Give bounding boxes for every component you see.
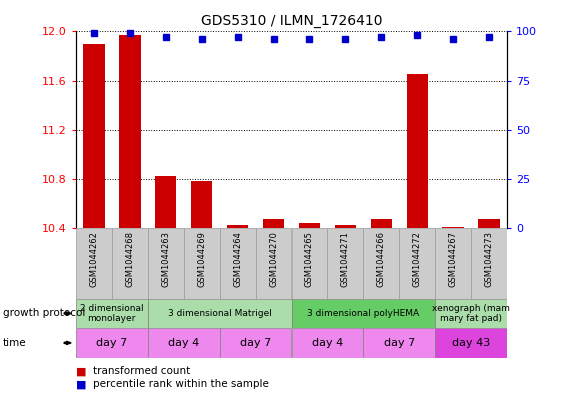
Bar (479, 219, 500, 228)
Text: 2 dimensional
monolayer: 2 dimensional monolayer (80, 304, 143, 323)
Bar (442, 227, 464, 228)
Text: GSM1044264: GSM1044264 (233, 231, 242, 287)
Bar (436, 299, 507, 328)
Bar (263, 219, 285, 228)
Bar (292, 328, 363, 358)
Bar (112, 228, 147, 299)
Bar (76, 328, 147, 358)
Text: time: time (3, 338, 27, 348)
Text: 3 dimensional Matrigel: 3 dimensional Matrigel (168, 309, 272, 318)
Text: GSM1044271: GSM1044271 (341, 231, 350, 287)
Bar (292, 299, 436, 328)
Text: percentile rank within the sample: percentile rank within the sample (93, 379, 269, 389)
Bar (147, 228, 184, 299)
Text: GSM1044266: GSM1044266 (377, 231, 386, 287)
Bar (399, 228, 436, 299)
Bar (83, 44, 104, 228)
Text: 3 dimensional polyHEMA: 3 dimensional polyHEMA (307, 309, 419, 318)
Text: GSM1044273: GSM1044273 (484, 231, 494, 287)
Bar (363, 328, 436, 358)
Bar (119, 35, 141, 228)
Text: GSM1044270: GSM1044270 (269, 231, 278, 287)
Text: GSM1044267: GSM1044267 (449, 231, 458, 287)
Bar (255, 228, 292, 299)
Bar (406, 74, 428, 228)
Bar (76, 299, 147, 328)
Text: GSM1044265: GSM1044265 (305, 231, 314, 287)
Bar (76, 228, 112, 299)
Bar (227, 226, 248, 228)
Text: GSM1044268: GSM1044268 (125, 231, 134, 287)
Bar (220, 328, 292, 358)
Bar (436, 228, 471, 299)
Bar (292, 228, 328, 299)
Text: day 4: day 4 (312, 338, 343, 348)
Text: GSM1044263: GSM1044263 (161, 231, 170, 287)
Text: day 43: day 43 (452, 338, 490, 348)
Bar (298, 223, 320, 228)
Bar (147, 328, 220, 358)
Bar (191, 181, 212, 228)
Title: GDS5310 / ILMN_1726410: GDS5310 / ILMN_1726410 (201, 14, 382, 28)
Text: ■: ■ (76, 379, 86, 389)
Text: day 7: day 7 (96, 338, 127, 348)
Bar (184, 228, 220, 299)
Text: xenograph (mam
mary fat pad): xenograph (mam mary fat pad) (433, 304, 510, 323)
Bar (471, 228, 507, 299)
Bar (328, 228, 363, 299)
Bar (220, 228, 255, 299)
Bar (436, 328, 507, 358)
Text: growth protocol: growth protocol (3, 309, 85, 318)
Text: GSM1044269: GSM1044269 (197, 231, 206, 287)
Bar (147, 299, 292, 328)
Text: day 4: day 4 (168, 338, 199, 348)
Bar (335, 226, 356, 228)
Text: ■: ■ (76, 366, 86, 376)
Bar (155, 176, 177, 228)
Text: day 7: day 7 (240, 338, 271, 348)
Text: day 7: day 7 (384, 338, 415, 348)
Bar (371, 219, 392, 228)
Bar (363, 228, 399, 299)
Text: GSM1044272: GSM1044272 (413, 231, 422, 287)
Text: transformed count: transformed count (93, 366, 191, 376)
Text: GSM1044262: GSM1044262 (89, 231, 99, 287)
